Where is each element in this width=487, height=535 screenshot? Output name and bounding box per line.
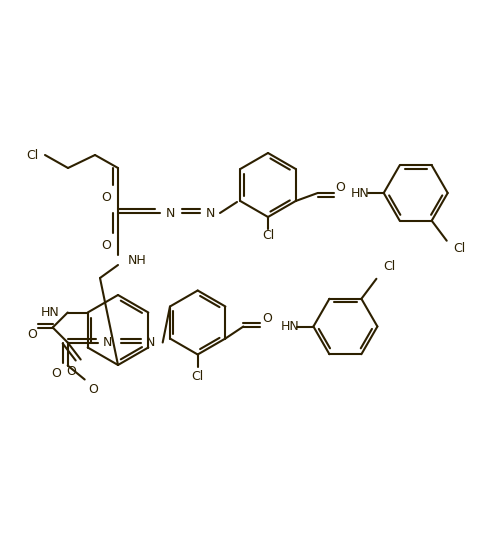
Text: O: O bbox=[51, 367, 60, 380]
Text: HN: HN bbox=[281, 320, 299, 333]
Text: Cl: Cl bbox=[383, 261, 395, 273]
Text: O: O bbox=[335, 180, 345, 194]
Text: O: O bbox=[66, 365, 75, 378]
Text: O: O bbox=[88, 383, 97, 396]
Text: O: O bbox=[262, 312, 272, 325]
Text: N: N bbox=[165, 207, 175, 219]
Text: N: N bbox=[146, 336, 155, 349]
Text: Cl: Cl bbox=[262, 228, 274, 241]
Text: HN: HN bbox=[41, 306, 60, 319]
Text: N: N bbox=[206, 207, 215, 219]
Text: Cl: Cl bbox=[26, 149, 38, 162]
Text: O: O bbox=[101, 239, 111, 251]
Text: N: N bbox=[103, 336, 112, 349]
Text: Cl: Cl bbox=[453, 242, 466, 255]
Text: HN: HN bbox=[351, 187, 370, 200]
Text: NH: NH bbox=[128, 254, 147, 266]
Text: Cl: Cl bbox=[191, 370, 204, 383]
Text: O: O bbox=[27, 328, 37, 341]
Text: O: O bbox=[101, 190, 111, 203]
